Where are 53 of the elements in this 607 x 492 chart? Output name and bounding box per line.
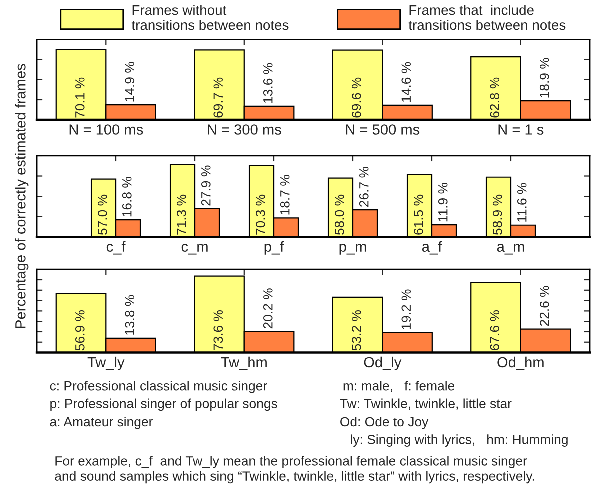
text: Tw: Twinkle, twinkle, little star [340,398,512,410]
data-label: 61.5 % [414,194,424,235]
x-tick-label: Tw_hm [221,356,267,370]
data-label: 13.6 % [263,63,273,104]
y-axis-title: Percentage of correctly estimated frames [15,64,29,328]
data-label: 11.6 % [517,183,527,222]
legend-label: Frames that include transitions between notes [408,5,566,30]
text: p: Professional singer of popular songs [50,398,278,412]
data-label: 11.9 % [438,182,448,222]
data-label: 22.6 % [540,286,550,326]
text: Od: Ode to Joy [340,416,429,430]
data-label: 70.1 % [75,78,85,118]
text: a: Amateur singer [50,416,153,430]
data-label: 58.0 % [334,194,344,235]
text: ly: Singing with lyrics, hm: Humming [351,434,568,447]
data-label: 67.6 % [490,310,500,350]
data-label: 69.7 % [214,78,224,118]
x-tick-label: p_f [264,241,284,255]
data-label: 58.9 % [492,194,502,235]
data-label: 57.0 % [98,194,108,235]
data-label: 27.9 % [201,166,211,206]
x-tick-label: p_m [340,244,366,255]
x-tick-label: c_f [106,241,126,255]
data-label: 56.9 % [75,310,85,351]
data-label: 70.3 % [256,194,266,235]
x-tick-label: c_m [182,244,208,255]
text: For example, c_f and Tw_ly mean the professional female classical music singer and sound samples which sing “Twinkle, twinkle, little star” with lyrics, respectively. [55,456,534,484]
text: m: male, f: female [344,381,455,392]
data-label: 16.8 % [122,177,132,217]
x-tick-label: N = 500 ms [346,124,420,135]
data-label: 69.6 % [352,78,362,118]
legend-label: Frames without transitions between notes [132,5,289,30]
data-label: 14.9 % [125,62,135,102]
data-label: 73.6 % [214,310,224,350]
data-label: 62.8 % [490,78,500,118]
x-tick-label: Od_hm [498,356,544,370]
data-label: 20.2 % [263,288,273,329]
x-tick-label: N = 300 ms [208,124,282,135]
x-tick-label: N = 1 s [498,124,544,135]
x-tick-label: Od_ly [364,356,402,371]
data-label: 71.3 % [176,194,186,235]
data-label: 19.2 % [402,290,412,330]
data-label: 18.9 % [540,58,550,98]
x-tick-label: N = 100 ms [70,124,144,135]
x-tick-label: a_m [497,244,524,255]
data-label: 13.8 % [125,295,135,335]
data-label: 26.7 % [359,167,369,207]
text: c: Professional classical music singer [50,381,268,394]
x-tick-label: Tw_ly [88,356,125,371]
data-label: 53.2 % [352,310,362,351]
data-label: 18.7 % [280,175,290,215]
data-label: 14.6 % [402,62,412,102]
x-tick-label: a_f [422,241,442,255]
